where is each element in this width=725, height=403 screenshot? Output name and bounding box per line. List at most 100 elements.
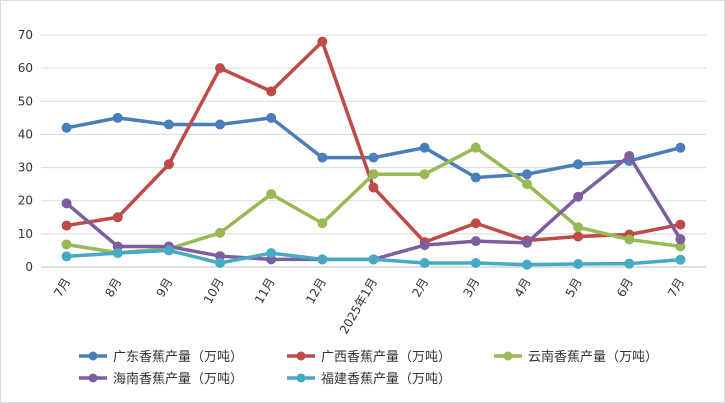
data-point [317, 36, 328, 47]
legend-item: 福建香蕉产量（万吨） [287, 372, 451, 387]
legend-item: 广东香蕉产量（万吨） [79, 350, 243, 365]
x-tick-label: 5月 [563, 276, 585, 300]
data-point [61, 251, 72, 262]
data-point [163, 159, 174, 170]
legend-label: 海南香蕉产量（万吨） [113, 371, 243, 387]
x-tick-label: 8月 [102, 276, 124, 300]
data-point [112, 248, 123, 259]
x-tick-label: 7月 [665, 276, 687, 300]
data-point [521, 169, 532, 180]
data-point [368, 182, 379, 193]
data-point [470, 258, 481, 269]
data-point [675, 142, 686, 153]
y-tick-label: 10 [18, 227, 33, 241]
y-tick-label: 60 [18, 61, 33, 75]
legend: 广东香蕉产量（万吨） 广西香蕉产量（万吨） 云南香蕉产量（万吨） 海南香蕉产量（万吨）… [79, 349, 658, 387]
legend-item: 海南香蕉产量（万吨） [79, 371, 243, 387]
data-point [112, 212, 123, 223]
x-tick-label: 4月 [512, 276, 534, 300]
gridlines [41, 34, 706, 235]
data-point [675, 254, 686, 265]
data-point [215, 258, 226, 269]
data-point [521, 259, 532, 270]
data-point [521, 179, 532, 190]
data-point [675, 219, 686, 230]
data-point [368, 152, 379, 163]
data-point [266, 248, 277, 259]
data-point [573, 231, 584, 242]
legend-item: 云南香蕉产量（万吨） [494, 349, 658, 365]
legend-swatch-marker [296, 373, 306, 383]
data-point [573, 159, 584, 170]
data-point [573, 191, 584, 202]
data-point [470, 218, 481, 229]
data-point [368, 169, 379, 180]
data-point [419, 142, 430, 153]
data-point [573, 222, 584, 233]
legend-label: 广西香蕉产量（万吨） [321, 350, 451, 365]
y-tick-label: 20 [18, 194, 33, 208]
x-tick-label: 6月 [614, 276, 636, 300]
data-point [266, 189, 277, 200]
legend-label: 云南香蕉产量（万吨） [528, 349, 658, 365]
y-tick-label: 40 [18, 127, 33, 141]
data-point [573, 259, 584, 270]
x-tick-label: 7月 [51, 276, 73, 300]
x-tick-label: 9月 [154, 276, 176, 300]
data-point [675, 234, 686, 245]
data-point [163, 119, 174, 130]
x-axis-ticks: 7月 8月 9月 10月 11月 12月 2025年1月 2月 3月 4月 5月 6月 7月 [51, 276, 687, 337]
data-point [470, 142, 481, 153]
data-point [419, 258, 430, 269]
x-tick-label: 12月 [303, 276, 329, 307]
y-tick-label: 0 [25, 260, 33, 274]
data-point [419, 240, 430, 251]
x-tick-label: 10月 [201, 276, 227, 307]
x-tick-label: 2025年1月 [337, 276, 380, 337]
data-point [61, 122, 72, 133]
legend-label: 福建香蕉产量（万吨） [321, 372, 451, 387]
series-4 [61, 150, 686, 265]
data-point [317, 152, 328, 163]
legend-swatch-marker [88, 373, 98, 383]
data-point [368, 254, 379, 265]
y-axis-ticks: 0 10 20 30 40 50 60 70 [18, 28, 33, 274]
y-tick-label: 30 [18, 161, 33, 175]
legend-swatch-marker [503, 351, 513, 361]
data-point [266, 86, 277, 97]
series-line [64, 116, 683, 180]
data-point [266, 112, 277, 123]
data-point [521, 237, 532, 248]
legend-item: 广西香蕉产量（万吨） [287, 350, 451, 365]
series-1 [61, 112, 686, 183]
data-point [470, 236, 481, 247]
data-point [624, 258, 635, 269]
legend-swatch-marker [88, 351, 98, 361]
series-group [61, 36, 686, 270]
legend-swatch-marker [296, 351, 306, 361]
data-point [317, 254, 328, 265]
data-point [419, 169, 430, 180]
series-line [64, 39, 683, 244]
data-point [61, 220, 72, 231]
data-point [61, 198, 72, 209]
data-point [624, 234, 635, 245]
series-5 [61, 245, 686, 270]
x-tick-label: 11月 [252, 276, 278, 307]
x-tick-label: 2月 [409, 276, 431, 300]
legend-label: 广东香蕉产量（万吨） [113, 350, 243, 365]
y-tick-label: 70 [18, 28, 33, 42]
data-point [215, 63, 226, 74]
data-point [112, 112, 123, 123]
data-point [624, 150, 635, 161]
data-point [470, 172, 481, 183]
x-tick-label: 3月 [460, 276, 482, 300]
data-point [215, 119, 226, 130]
data-point [317, 218, 328, 229]
y-tick-label: 50 [18, 94, 33, 108]
data-point [61, 239, 72, 250]
data-point [215, 227, 226, 238]
data-point [163, 245, 174, 256]
